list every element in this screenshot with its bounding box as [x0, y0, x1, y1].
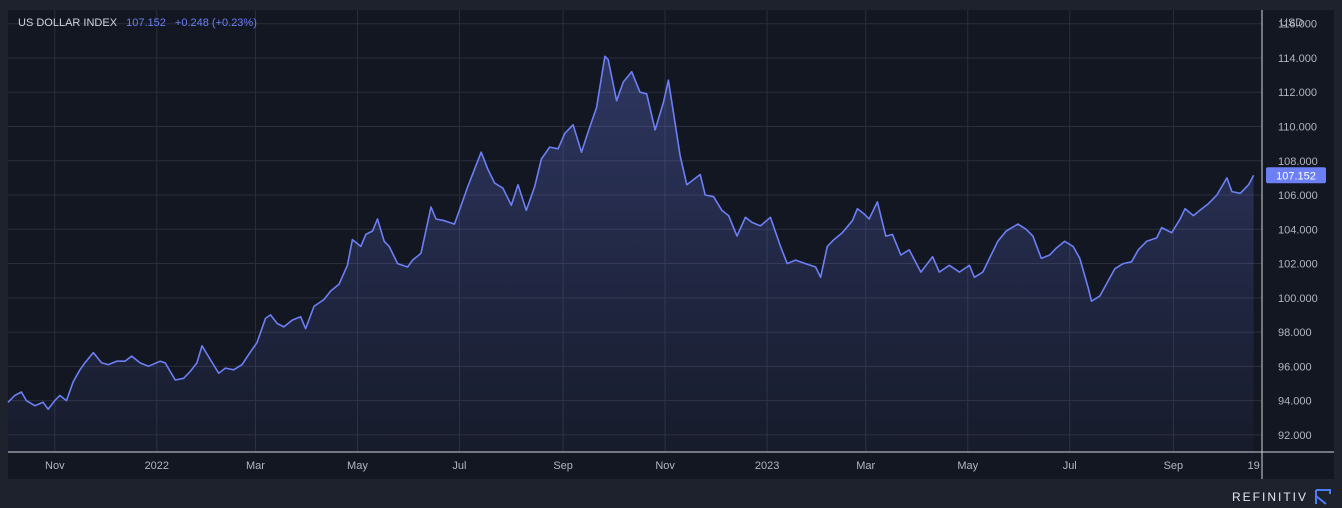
y-tick-label: 102.000 [1278, 259, 1318, 271]
x-tick-label: Sep [553, 460, 573, 472]
x-tick-label: 19 [1248, 460, 1260, 472]
x-tick-label: May [347, 460, 368, 472]
brand-name: REFINITIV [1231, 490, 1308, 504]
y-tick-label: 100.000 [1278, 293, 1318, 305]
y-tick-label: 116.000 [1278, 19, 1317, 31]
x-tick-label: Nov [45, 460, 65, 472]
x-tick-label: Jul [1063, 460, 1077, 472]
x-tick-label: Mar [246, 460, 265, 472]
y-tick-label: 98.000 [1278, 327, 1312, 339]
last-price-tag [1266, 167, 1326, 184]
y-tick-label: 104.000 [1278, 224, 1318, 236]
x-tick-label: 2023 [755, 460, 779, 472]
series-line[interactable] [7, 55, 1255, 410]
y-tick-label: 114.000 [1278, 53, 1317, 65]
legend: US DOLLAR INDEX 107.152 +0.248 (+0.23%) [18, 17, 257, 29]
x-tick-label: Nov [655, 460, 675, 472]
instrument-name: US DOLLAR INDEX [18, 17, 118, 29]
currency-label: USD [1280, 17, 1303, 29]
y-tick-label: 108.000 [1278, 156, 1318, 168]
y-tick-label: 112.000 [1278, 87, 1317, 99]
series-area-fill [8, 56, 1254, 453]
x-tick-label: Sep [1164, 460, 1184, 472]
y-tick-label: 96.000 [1278, 361, 1312, 373]
y-tick-label: 94.000 [1278, 396, 1312, 408]
x-tick-label: May [957, 460, 978, 472]
last-price: 107.152 [126, 17, 166, 29]
y-tick-label: 106.000 [1278, 190, 1318, 202]
y-tick-label: 92.000 [1278, 430, 1312, 442]
last-price-tag-label: 107.152 [1276, 170, 1316, 182]
x-tick-label: Jul [452, 460, 466, 472]
x-tick-label: Mar [856, 460, 875, 472]
refinitiv-logo-icon [1315, 489, 1331, 505]
price-change: +0.248 (+0.23%) [174, 17, 257, 29]
y-tick-label: 110.000 [1278, 121, 1317, 133]
x-tick-label: 2022 [145, 460, 169, 472]
brand-logo: REFINITIV [1232, 488, 1332, 506]
